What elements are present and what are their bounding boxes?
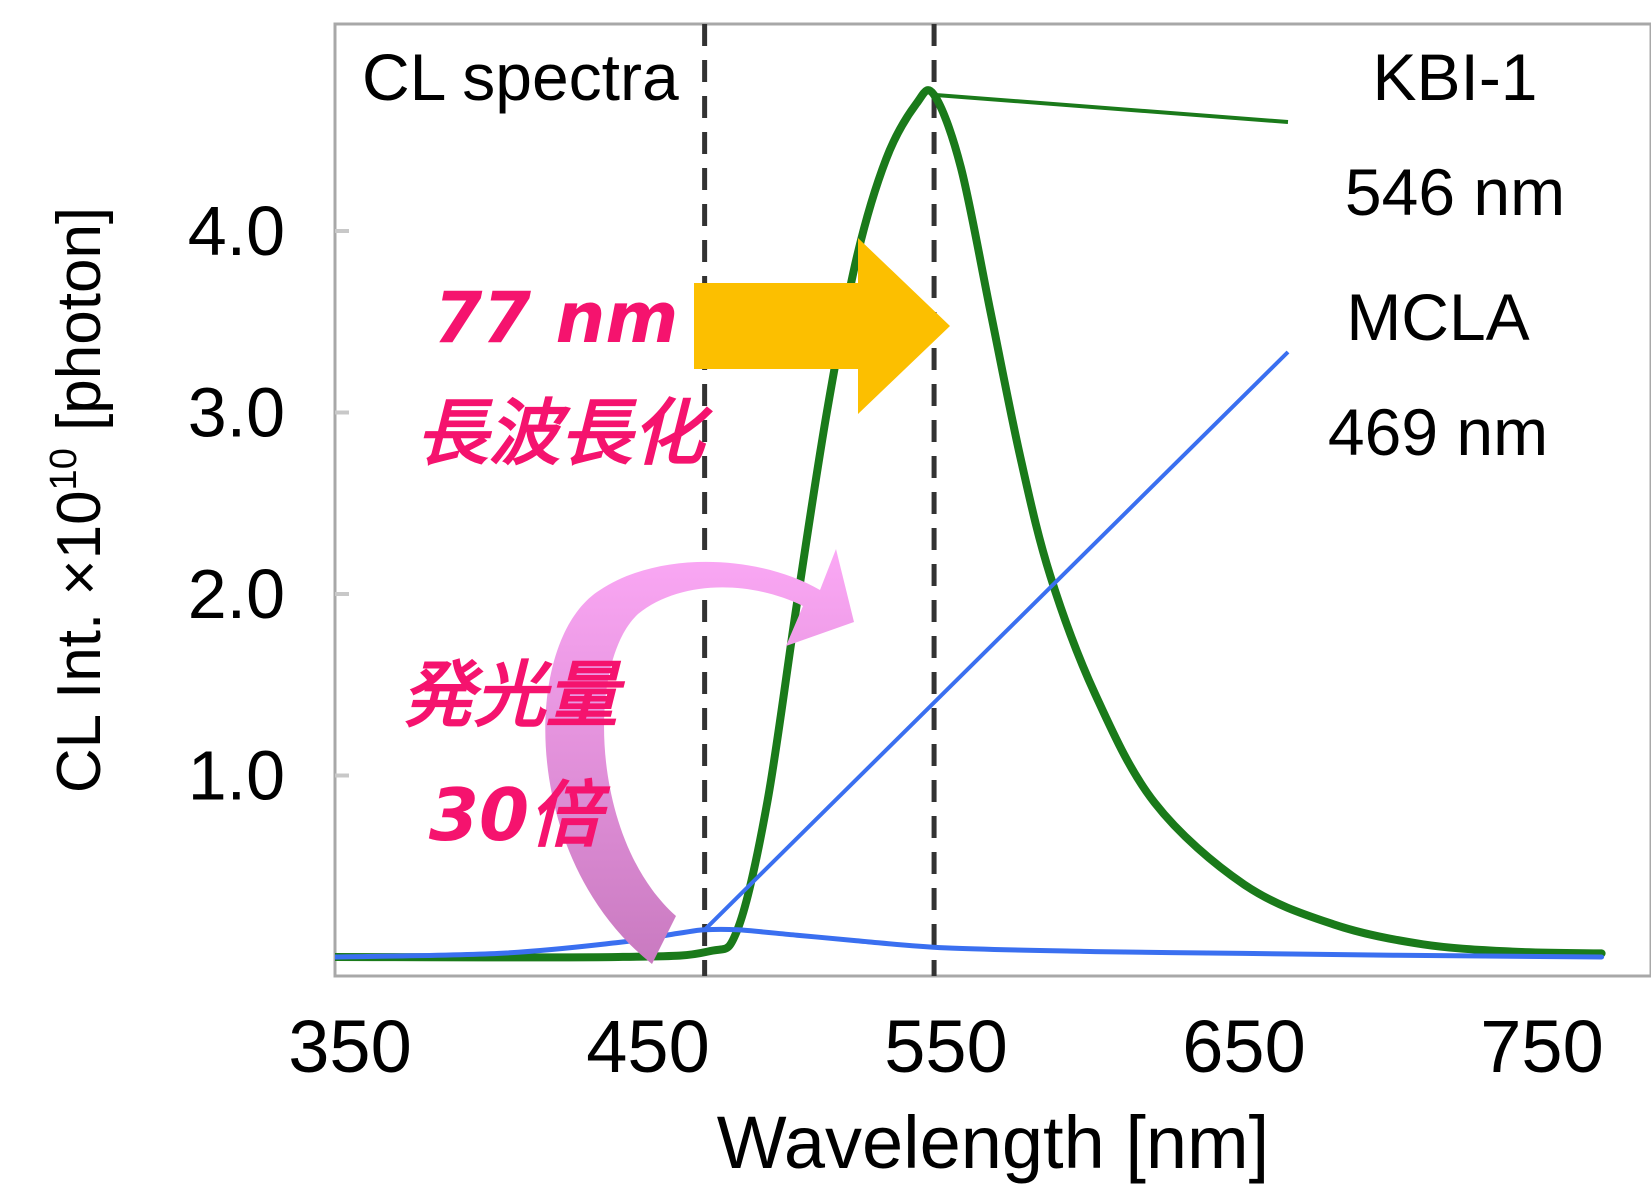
x-tick-label: 750 bbox=[1480, 1005, 1603, 1088]
y-axis-label: CL Int. ×1010 [photon] bbox=[43, 207, 114, 793]
y-tick-labels: 1.0 2.0 3.0 4.0 bbox=[188, 192, 285, 815]
legend-mcla-name: MCLA bbox=[1346, 280, 1529, 354]
plot-frame bbox=[333, 22, 1651, 978]
y-tick-label: 3.0 bbox=[188, 374, 285, 452]
legend-mcla-peak: 469 nm bbox=[1328, 395, 1548, 469]
y-tick-label: 2.0 bbox=[188, 555, 285, 633]
leader-line-kbi bbox=[933, 92, 1289, 124]
shift-amount-text: 77 nm bbox=[434, 277, 679, 359]
x-tick-label: 450 bbox=[586, 1005, 709, 1088]
y-tick-marks bbox=[335, 229, 349, 778]
x-tick-label: 650 bbox=[1182, 1005, 1305, 1088]
peak-marker-lines bbox=[702, 24, 937, 976]
gain-description-text: 発光量 bbox=[402, 653, 626, 737]
intensity-gain-arrow bbox=[545, 549, 854, 964]
gain-amount-text: 30倍 bbox=[429, 773, 611, 857]
y-tick-label: 4.0 bbox=[188, 192, 285, 270]
leader-line-mcla bbox=[703, 350, 1290, 932]
y-axis-label-exponent: 10 bbox=[43, 448, 85, 490]
shift-description-text: 長波長化 bbox=[416, 391, 713, 475]
legend-kbi-name: KBI-1 bbox=[1372, 40, 1537, 114]
series-line-mcla bbox=[335, 926, 1605, 960]
legend-kbi-peak: 546 nm bbox=[1345, 155, 1565, 229]
y-axis-label-unit: [photon] bbox=[45, 207, 114, 448]
redshift-arrow bbox=[694, 238, 950, 414]
x-axis-label: Wavelength [nm] bbox=[717, 1101, 1270, 1184]
series-lines bbox=[335, 86, 1606, 962]
x-tick-label: 550 bbox=[884, 1005, 1007, 1088]
series-line-kbi-1 bbox=[335, 86, 1606, 962]
x-tick-label: 350 bbox=[288, 1005, 411, 1088]
chart-title: CL spectra bbox=[362, 40, 679, 114]
x-tick-labels: 350 450 550 650 750 bbox=[288, 1005, 1603, 1088]
y-axis-label-main: CL Int. ×10 bbox=[45, 490, 114, 793]
legend-leader-lines bbox=[703, 92, 1290, 932]
y-tick-label: 1.0 bbox=[188, 737, 285, 815]
